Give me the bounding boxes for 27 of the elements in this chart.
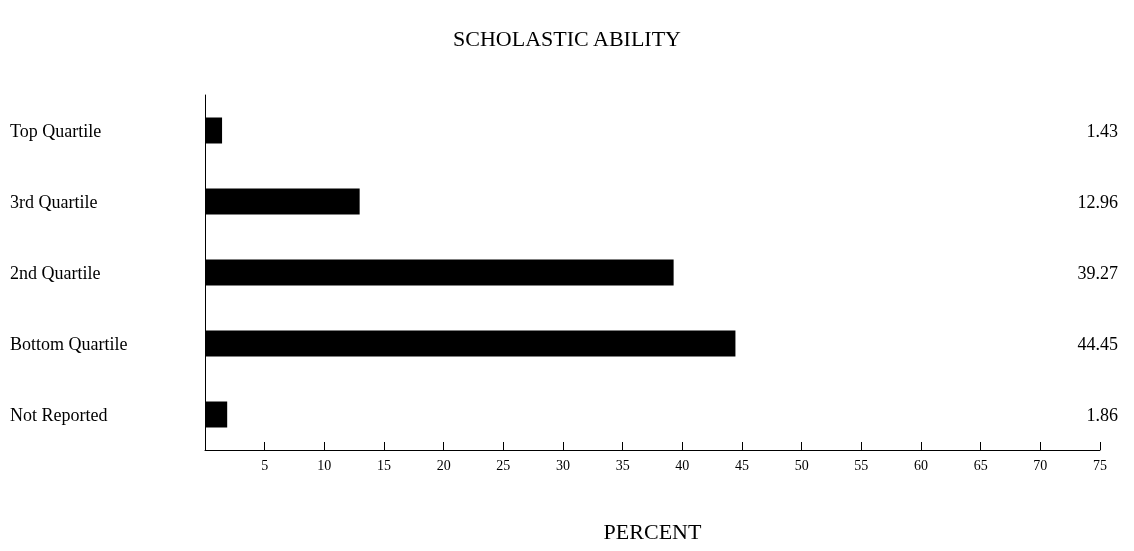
data-label: 1.86: [1086, 404, 1118, 425]
x-tick-label: 10: [317, 457, 332, 473]
x-tick-label: 25: [496, 457, 511, 473]
x-tick-label: 20: [436, 457, 451, 473]
x-tick-label: 60: [914, 457, 928, 473]
x-tick-label: 50: [794, 457, 809, 473]
x-tick-label: 5: [261, 457, 269, 473]
x-tick-label: 15: [377, 457, 391, 473]
y-tick-label: Not Reported: [10, 404, 108, 425]
x-tick-label: 70: [1033, 457, 1048, 473]
data-label: 39.27: [1077, 262, 1118, 283]
x-axis-title: PERCENT: [603, 518, 702, 544]
y-tick-label: 2nd Quartile: [10, 262, 101, 283]
y-tick-label: 3rd Quartile: [10, 191, 98, 212]
x-tick-label: 75: [1093, 457, 1107, 473]
x-tick-label: 45: [735, 457, 749, 473]
y-tick-label: Bottom Quartile: [10, 333, 128, 354]
x-tick-label: 35: [615, 457, 630, 473]
x-tick-label: 40: [675, 457, 690, 473]
data-label: 1.43: [1086, 120, 1118, 141]
y-tick-label: Top Quartile: [10, 120, 102, 141]
data-label: 12.96: [1077, 191, 1118, 212]
x-tick-label: 30: [556, 457, 570, 473]
chart-title: SCHOLASTIC ABILITY: [453, 25, 682, 51]
x-tick-label: 55: [854, 457, 869, 473]
x-tick-label: 65: [973, 457, 988, 473]
data-label: 44.45: [1077, 333, 1118, 354]
